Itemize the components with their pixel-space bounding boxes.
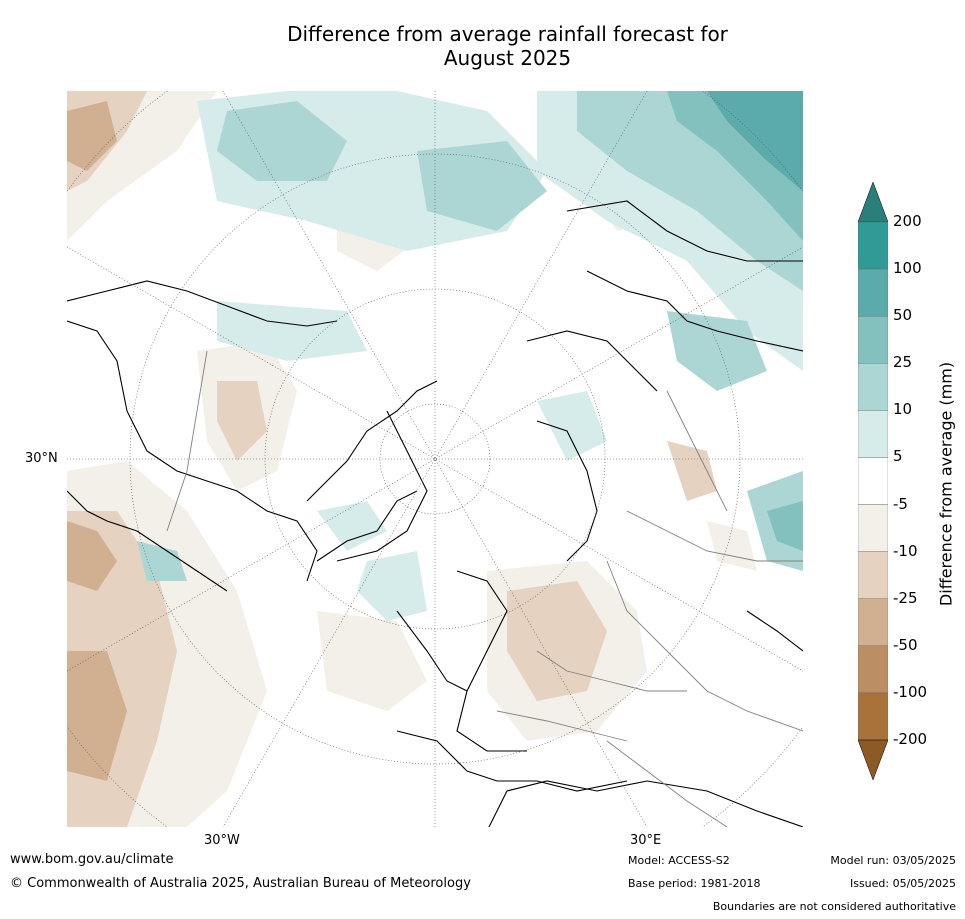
title-line-2: August 2025 bbox=[443, 46, 572, 70]
colorbar-tick-label: 100 bbox=[893, 259, 922, 278]
colorbar-band bbox=[858, 504, 888, 552]
country-boundaries bbox=[166, 350, 803, 827]
lat-label-30n: 30°N bbox=[25, 451, 58, 466]
colorbar-band bbox=[858, 598, 888, 647]
colorbar-tick-label: -50 bbox=[893, 635, 918, 654]
colorbar-tick-label: 200 bbox=[893, 212, 922, 230]
colorbar-tick-label: -200 bbox=[893, 730, 928, 748]
wet-anomaly-regions bbox=[137, 91, 803, 621]
lon-label-30e: 30°E bbox=[630, 833, 662, 848]
coastlines bbox=[67, 200, 803, 827]
footer-disclaimer: Boundaries are not considered authoritat… bbox=[712, 900, 956, 913]
colorbar-tick-label: 50 bbox=[893, 306, 913, 325]
footer-url: www.bom.gov.au/climate bbox=[10, 852, 174, 867]
footer-model: Model: ACCESS-S2 bbox=[628, 854, 730, 867]
colorbar-tick-label: -100 bbox=[893, 682, 928, 701]
colorbar-extend-bottom bbox=[858, 739, 888, 781]
graticule bbox=[67, 91, 803, 827]
colorbar-band bbox=[858, 551, 888, 599]
rainfall-anomaly-map bbox=[67, 91, 803, 827]
colorbar-title: Difference from average (mm) bbox=[936, 361, 956, 607]
footer-base-period: Base period: 1981-2018 bbox=[628, 877, 761, 890]
colorbar-extend-top bbox=[858, 182, 888, 223]
colorbar-tick-label: 5 bbox=[893, 447, 903, 466]
colorbar-tick-label: -5 bbox=[893, 494, 908, 513]
lon-label-30w: 30°W bbox=[204, 833, 240, 848]
colorbar-tick-label: 25 bbox=[893, 353, 913, 372]
colorbar-band bbox=[858, 457, 888, 505]
colorbar-band bbox=[858, 221, 888, 270]
colorbar bbox=[858, 182, 888, 781]
footer-issued: Issued: 05/05/2025 bbox=[849, 877, 956, 890]
map-title: Difference from average rainfall forecas… bbox=[230, 22, 785, 70]
colorbar-band bbox=[858, 645, 888, 694]
footer-model-run: Model run: 03/05/2025 bbox=[830, 854, 956, 867]
colorbar-band bbox=[858, 315, 888, 364]
colorbar-band bbox=[858, 692, 888, 741]
colorbar-band bbox=[858, 363, 888, 411]
colorbar-band bbox=[858, 268, 888, 317]
colorbar-band bbox=[858, 410, 888, 458]
colorbar-tick-label: -10 bbox=[893, 541, 918, 560]
title-line-1: Difference from average rainfall forecas… bbox=[287, 22, 728, 46]
colorbar-tick-label: 10 bbox=[893, 400, 913, 419]
footer-copyright: © Commonwealth of Australia 2025, Austra… bbox=[10, 876, 471, 891]
colorbar-tick-label: -25 bbox=[893, 588, 918, 607]
